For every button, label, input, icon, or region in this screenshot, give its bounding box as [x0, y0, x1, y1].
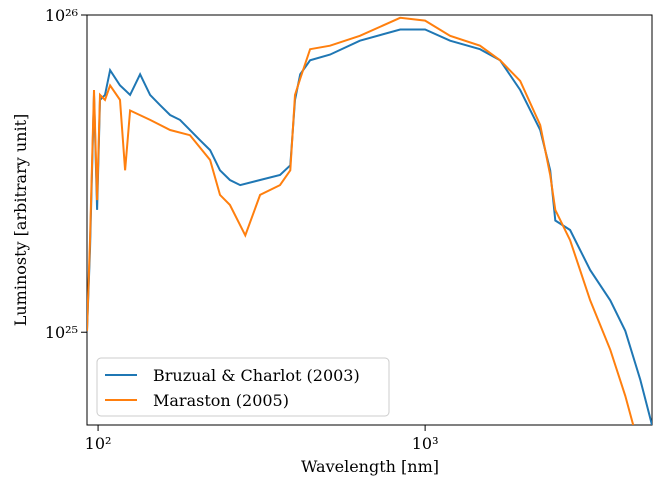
series-line	[87, 16, 635, 425]
plot-frame	[86, 14, 653, 426]
y-tick-label: 10²⁵	[45, 323, 78, 342]
x-tick-label: 10³	[412, 434, 439, 453]
y-tick-label: 10²⁶	[45, 6, 78, 25]
legend-label: Bruzual & Charlot (2003)	[153, 366, 360, 385]
x-tick-label: 10²	[85, 434, 112, 453]
y-axis-label: Luminosty [arbitrary unit]	[11, 114, 30, 327]
legend-box	[96, 357, 390, 417]
x-axis-label: Wavelength [nm]	[301, 457, 439, 476]
legend-label: Maraston (2005)	[153, 391, 289, 410]
